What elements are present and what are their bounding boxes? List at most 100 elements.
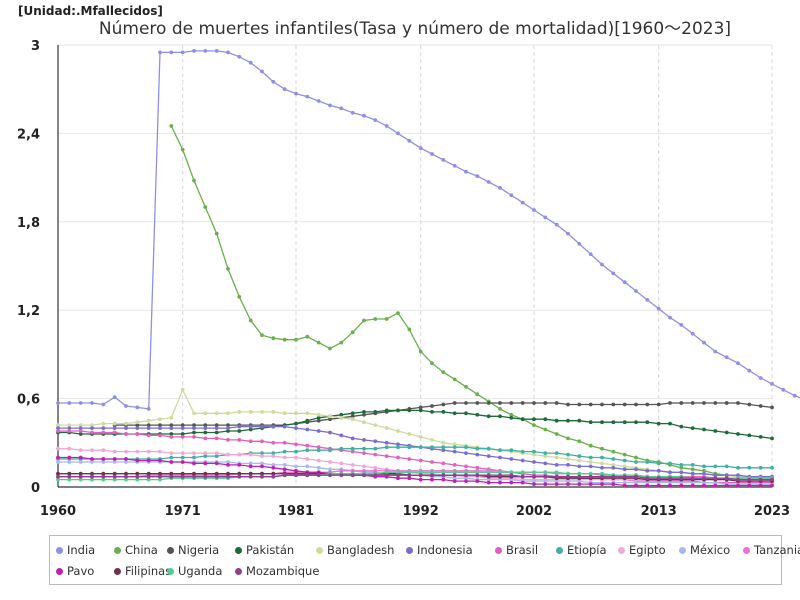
data-point [532, 208, 536, 212]
x-tick-label: 1960 [40, 504, 76, 519]
data-point [532, 474, 536, 479]
data-point [226, 411, 230, 416]
data-point [724, 464, 729, 469]
data-point [78, 477, 83, 482]
data-point [622, 280, 627, 285]
data-point [373, 410, 378, 414]
data-point [634, 480, 638, 485]
data-point [407, 445, 412, 450]
data-point [237, 295, 242, 299]
data-point [543, 454, 548, 458]
data-point [486, 480, 491, 485]
data-point [770, 405, 774, 410]
data-point [248, 424, 253, 429]
data-point [452, 401, 457, 405]
data-point [67, 471, 72, 476]
data-point [67, 446, 72, 451]
data-point [509, 193, 514, 198]
data-point [430, 152, 434, 156]
data-point [554, 418, 559, 423]
data-point [702, 468, 706, 473]
data-point [169, 415, 174, 420]
data-point [758, 465, 763, 470]
data-point [702, 471, 706, 476]
data-point [192, 461, 196, 466]
data-point [339, 473, 344, 478]
data-point [78, 429, 83, 433]
data-point [611, 482, 616, 486]
legend-label: Etiopía [567, 543, 607, 557]
data-point [713, 483, 718, 488]
data-point [271, 471, 276, 476]
data-point [690, 467, 695, 472]
data-point [305, 411, 310, 416]
data-point [282, 473, 287, 478]
data-point [316, 412, 321, 417]
data-point [645, 298, 650, 302]
data-point [78, 460, 83, 464]
data-point [441, 158, 446, 162]
data-point [600, 461, 604, 466]
data-point [532, 449, 536, 454]
data-point [260, 464, 264, 469]
data-point [600, 446, 604, 451]
data-point [294, 455, 298, 460]
data-point [101, 402, 106, 407]
data-point [169, 423, 174, 427]
data-point [770, 382, 774, 386]
data-point [362, 410, 366, 414]
data-point [146, 458, 151, 463]
data-point [396, 473, 400, 478]
data-point [328, 414, 332, 419]
data-point [112, 430, 117, 435]
data-point [645, 402, 650, 407]
x-tick-label: 1981 [278, 504, 314, 519]
data-point [554, 401, 559, 405]
data-point [294, 411, 298, 416]
legend-label: Tanzania [754, 543, 800, 557]
data-point [305, 457, 310, 461]
legend-marker [56, 546, 63, 554]
data-point [271, 336, 276, 341]
data-point [452, 445, 457, 450]
data-point [588, 455, 593, 460]
data-point [600, 402, 604, 407]
series-line [58, 425, 772, 478]
data-point [441, 370, 446, 374]
data-point [248, 318, 253, 323]
data-point [90, 471, 94, 476]
data-point [169, 455, 174, 460]
data-point [146, 471, 151, 476]
data-point [339, 106, 344, 111]
data-point [384, 426, 389, 430]
data-point [464, 445, 468, 450]
data-point [135, 471, 140, 476]
data-point [260, 471, 264, 476]
data-point [316, 473, 321, 478]
data-point [294, 91, 298, 96]
data-point [566, 452, 570, 457]
data-point [192, 455, 196, 460]
data-point [135, 474, 140, 479]
data-point [532, 417, 536, 422]
legend-marker [316, 546, 323, 554]
data-point [611, 457, 616, 461]
data-point [78, 471, 83, 476]
data-point [67, 429, 72, 433]
data-point [713, 401, 718, 405]
data-point [56, 460, 60, 464]
data-point [226, 267, 230, 271]
data-point [452, 449, 457, 454]
data-point [396, 429, 400, 433]
data-point [226, 438, 230, 442]
data-point [566, 436, 570, 441]
data-point [577, 402, 582, 407]
legend-label: Pakistán [246, 543, 295, 557]
series-nigeria [112, 401, 774, 427]
data-point [316, 99, 321, 103]
data-point [396, 131, 400, 136]
data-point [622, 464, 627, 469]
data-point [441, 445, 446, 450]
data-point [373, 439, 378, 444]
data-point [214, 471, 219, 476]
